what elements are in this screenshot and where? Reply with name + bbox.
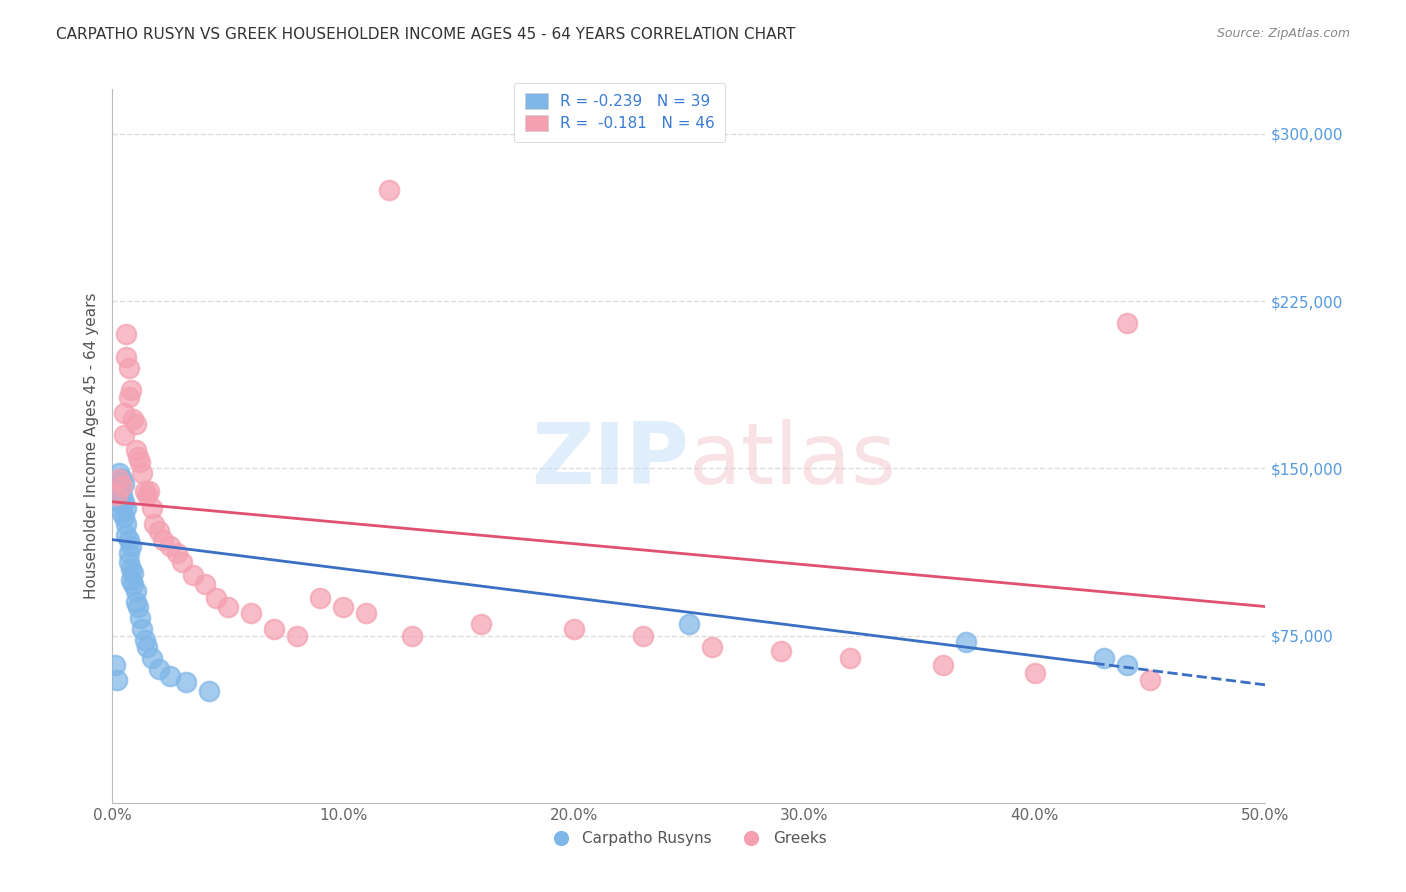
Point [205, 591, 228, 605]
Point [124, 443, 146, 458]
Point [111, 479, 134, 493]
Point [700, 640, 723, 654]
Point [112, 476, 135, 491]
Point [108, 494, 131, 508]
Point [562, 622, 585, 636]
Point [111, 506, 134, 520]
Point [120, 573, 142, 587]
Point [285, 628, 308, 642]
Point [148, 662, 170, 676]
Point [117, 360, 139, 375]
Point [159, 539, 181, 553]
Point [105, 483, 128, 498]
Point [839, 651, 862, 665]
Point [770, 644, 793, 658]
Point [122, 577, 145, 591]
Y-axis label: Householder Income Ages 45 - 64 years: Householder Income Ages 45 - 64 years [83, 293, 98, 599]
Text: Source: ZipAtlas.com: Source: ZipAtlas.com [1216, 27, 1350, 40]
Point [239, 607, 262, 621]
Point [170, 555, 193, 569]
Point [124, 417, 146, 431]
Point [141, 501, 163, 516]
Point [129, 610, 152, 624]
Point [401, 628, 423, 642]
Point [112, 405, 135, 419]
Text: CARPATHO RUSYN VS GREEK HOUSEHOLDER INCOME AGES 45 - 64 YEARS CORRELATION CHART: CARPATHO RUSYN VS GREEK HOUSEHOLDER INCO… [56, 27, 796, 42]
Point [115, 501, 138, 516]
Point [354, 607, 377, 621]
Text: ZIP: ZIP [531, 418, 689, 502]
Point [134, 633, 156, 648]
Point [117, 533, 139, 547]
Point [108, 472, 131, 486]
Point [124, 583, 146, 598]
Point [378, 182, 401, 196]
Point [104, 657, 127, 672]
Point [117, 390, 139, 404]
Point [105, 488, 128, 502]
Point [108, 479, 131, 493]
Point [631, 628, 654, 642]
Point [143, 516, 166, 531]
Point [263, 622, 285, 636]
Point [120, 539, 142, 553]
Point [111, 472, 134, 486]
Point [181, 568, 204, 582]
Point [931, 657, 953, 672]
Point [136, 640, 159, 654]
Point [198, 684, 221, 698]
Point [152, 533, 174, 547]
Point [112, 494, 135, 508]
Point [166, 546, 188, 560]
Point [115, 350, 138, 364]
Point [470, 617, 492, 632]
Point [124, 595, 146, 609]
Point [112, 427, 135, 442]
Point [309, 591, 332, 605]
Point [159, 669, 181, 683]
Point [112, 510, 135, 524]
Point [141, 651, 163, 665]
Text: atlas: atlas [689, 418, 897, 502]
Legend: Carpatho Rusyns, Greeks: Carpatho Rusyns, Greeks [546, 825, 832, 852]
Point [148, 524, 170, 538]
Point [115, 516, 138, 531]
Point [122, 412, 145, 426]
Point [955, 635, 977, 649]
Point [134, 483, 156, 498]
Point [1092, 651, 1115, 665]
Point [131, 466, 153, 480]
Point [217, 599, 239, 614]
Point [131, 622, 153, 636]
Point [127, 450, 149, 464]
Point [1024, 666, 1046, 681]
Point [1139, 673, 1161, 687]
Point [1116, 657, 1139, 672]
Point [138, 483, 160, 498]
Point [105, 673, 128, 687]
Point [115, 327, 138, 342]
Point [678, 617, 700, 632]
Point [136, 488, 159, 502]
Point [117, 546, 139, 560]
Point [120, 562, 142, 576]
Point [122, 566, 145, 580]
Point [120, 383, 142, 397]
Point [127, 599, 149, 614]
Point [332, 599, 354, 614]
Point [129, 454, 152, 468]
Point [194, 577, 217, 591]
Point [1116, 316, 1139, 330]
Point [115, 528, 138, 542]
Point [108, 466, 131, 480]
Point [111, 488, 134, 502]
Point [174, 675, 197, 690]
Point [117, 555, 139, 569]
